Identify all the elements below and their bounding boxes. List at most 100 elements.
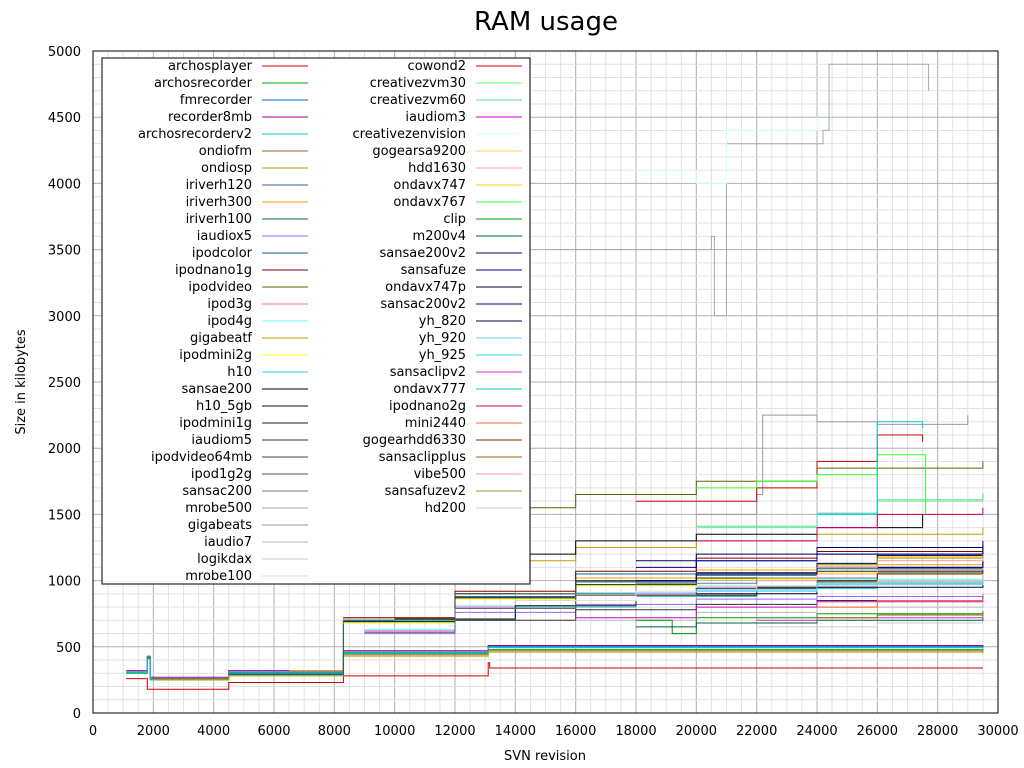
series-line-mrobe100 bbox=[515, 580, 984, 601]
legend-label: gigabeatf bbox=[190, 331, 252, 346]
x-tick-label: 26000 bbox=[857, 724, 898, 739]
legend-label: sansae200 bbox=[181, 382, 252, 397]
legend-label: h10_5gb bbox=[196, 399, 252, 414]
legend-label: iaudiom5 bbox=[191, 433, 252, 448]
y-tick-label: 500 bbox=[56, 641, 81, 656]
ticks: 0 2000 4000 6000 8000 10000 12000 14000 16000 180… bbox=[48, 45, 1019, 739]
legend-label: ipodmini1g bbox=[179, 416, 252, 431]
x-axis-label: SVN revision bbox=[504, 749, 586, 764]
legend-label: mrobe100 bbox=[185, 569, 252, 584]
legend-label: archosrecorderv2 bbox=[138, 127, 252, 142]
y-tick-label: 2500 bbox=[48, 376, 81, 391]
series-line-archosplayer bbox=[126, 662, 983, 690]
series-line-sansae200 bbox=[485, 514, 924, 555]
series-line-hd200 bbox=[877, 574, 984, 582]
legend-label: ipodvideo bbox=[188, 280, 252, 295]
legend-label: hdd1630 bbox=[408, 161, 466, 176]
legend-label: ondiofm bbox=[199, 144, 252, 159]
legend-label: vibe500 bbox=[414, 467, 466, 482]
legend-label: ipodvideo64mb bbox=[151, 450, 252, 465]
legend-label: sansaclipv2 bbox=[390, 365, 466, 380]
series-line-sansafuzev2 bbox=[817, 554, 984, 566]
x-tick-label: 8000 bbox=[318, 724, 351, 739]
legend-label: iriverh120 bbox=[186, 178, 252, 193]
legend-box bbox=[101, 57, 531, 585]
legend-label: mrobe500 bbox=[185, 501, 252, 516]
series-line-creativezenvision bbox=[636, 117, 818, 184]
series-line-ondavx767 bbox=[696, 454, 927, 515]
legend-label: archosplayer bbox=[168, 59, 253, 74]
legend: archosplayer archosrecorder fmrecorder reco… bbox=[101, 57, 531, 585]
series-line-ipodmini1g bbox=[343, 564, 984, 623]
y-tick-label: 2000 bbox=[48, 442, 81, 457]
x-tick-label: 30000 bbox=[977, 724, 1018, 739]
series-line-ondavx777 bbox=[817, 421, 924, 515]
legend-label: iaudiox5 bbox=[197, 229, 252, 244]
legend-label: sansafuzev2 bbox=[385, 484, 466, 499]
x-tick-label: 10000 bbox=[374, 724, 415, 739]
y-tick-label: 4500 bbox=[48, 111, 81, 126]
x-tick-label: 24000 bbox=[796, 724, 837, 739]
y-tick-label: 4000 bbox=[48, 177, 81, 192]
y-tick-label: 5000 bbox=[48, 45, 81, 60]
legend-label: gigabeats bbox=[188, 518, 252, 533]
legend-label: iaudiom3 bbox=[405, 110, 466, 125]
x-tick-label: 28000 bbox=[917, 724, 958, 739]
legend-label: yh_820 bbox=[419, 314, 466, 329]
legend-label: ipod3g bbox=[207, 297, 252, 312]
legend-label: hd200 bbox=[425, 501, 466, 516]
series-line-yh_925 bbox=[696, 579, 984, 591]
legend-label: logikdax bbox=[197, 552, 252, 567]
legend-label: ipod1g2g bbox=[191, 467, 252, 482]
series-line-fmrecorder bbox=[126, 646, 984, 680]
y-tick-label: 0 bbox=[73, 707, 81, 722]
y-axis-label: Size in kilobytes bbox=[14, 329, 29, 435]
legend-label: ondavx747p bbox=[385, 280, 466, 295]
x-tick-label: 12000 bbox=[434, 724, 475, 739]
legend-label: m200v4 bbox=[413, 229, 466, 244]
x-tick-label: 14000 bbox=[495, 724, 536, 739]
series-line-mrobe500 bbox=[545, 63, 930, 317]
legend-label: sansaclipplus bbox=[379, 450, 466, 465]
legend-label: fmrecorder bbox=[180, 93, 253, 108]
legend-label: ipodnano2g bbox=[389, 399, 466, 414]
legend-label: ondavx747 bbox=[393, 178, 466, 193]
x-tick-label: 22000 bbox=[736, 724, 777, 739]
legend-label: creativezenvision bbox=[352, 127, 466, 142]
legend-label: ondavx767 bbox=[393, 195, 466, 210]
legend-label: sansac200v2 bbox=[380, 297, 466, 312]
legend-label: gogearhdd6330 bbox=[363, 433, 466, 448]
series-line-archosrecorderv2 bbox=[126, 647, 984, 680]
legend-label: yh_925 bbox=[419, 348, 466, 363]
series-line-sansac200v2 bbox=[636, 560, 984, 582]
legend-label: gogearsa9200 bbox=[372, 144, 466, 159]
x-tick-label: 6000 bbox=[257, 724, 290, 739]
legend-label: recorder8mb bbox=[168, 110, 252, 125]
legend-label: yh_920 bbox=[419, 331, 466, 346]
x-tick-label: 2000 bbox=[137, 724, 170, 739]
legend-label: ipodnano1g bbox=[175, 263, 252, 278]
legend-label: archosrecorder bbox=[154, 76, 253, 91]
x-tick-label: 0 bbox=[89, 724, 97, 739]
series-line-sansac200 bbox=[515, 570, 984, 595]
legend-label: creativezvm60 bbox=[370, 93, 466, 108]
series-layer bbox=[126, 63, 984, 690]
legend-label: sansafuze bbox=[401, 263, 466, 278]
series-line-ipod1g2g bbox=[364, 575, 984, 633]
x-tick-label: 20000 bbox=[676, 724, 717, 739]
legend-label: ipodcolor bbox=[192, 246, 253, 261]
chart-title: RAM usage bbox=[474, 7, 618, 37]
x-tick-label: 4000 bbox=[197, 724, 230, 739]
series-line-sansaclipplus bbox=[817, 612, 984, 619]
y-tick-label: 3000 bbox=[48, 310, 81, 325]
series-line-clip bbox=[636, 611, 984, 635]
plot-frame bbox=[92, 50, 999, 714]
legend-label: sansae200v2 bbox=[380, 246, 467, 261]
series-line-logikdax bbox=[636, 620, 984, 635]
legend-label: ondavx777 bbox=[393, 382, 466, 397]
legend-label: iriverh100 bbox=[186, 212, 252, 227]
series-line-m200v4 bbox=[636, 617, 984, 628]
legend-label: sansac200 bbox=[182, 484, 252, 499]
series-line-cowond2 bbox=[636, 434, 924, 502]
